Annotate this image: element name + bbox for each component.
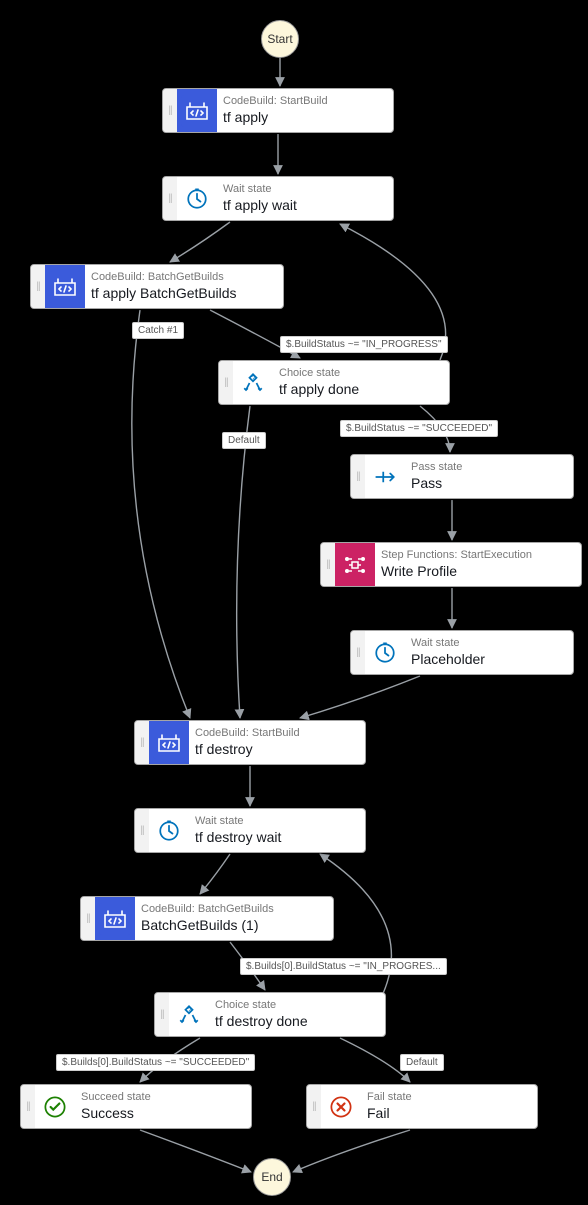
codebuild-icon xyxy=(95,897,135,940)
node-type: Succeed state xyxy=(81,1091,241,1104)
stepfn-icon xyxy=(335,543,375,586)
node-title: tf apply done xyxy=(279,380,439,398)
node-title: tf destroy done xyxy=(215,1012,375,1030)
node-title: BatchGetBuilds (1) xyxy=(141,916,323,934)
node-type: CodeBuild: BatchGetBuilds xyxy=(141,903,323,916)
node-title: tf apply wait xyxy=(223,196,383,214)
state-node-n11[interactable]: Choice statetf destroy done xyxy=(154,992,386,1037)
drag-handle[interactable] xyxy=(135,721,149,764)
edge-label: Default xyxy=(222,432,266,449)
choice-icon xyxy=(233,361,273,404)
drag-handle[interactable] xyxy=(219,361,233,404)
wait-icon xyxy=(177,177,217,220)
node-title: tf apply BatchGetBuilds xyxy=(91,284,273,302)
start-terminal: Start xyxy=(261,20,299,58)
edge-label: $.Builds[0].BuildStatus ~= "IN_PROGRES..… xyxy=(240,958,447,975)
node-title: tf destroy wait xyxy=(195,828,355,846)
edge-label: $.BuildStatus ~= "SUCCEEDED" xyxy=(340,420,498,437)
drag-handle[interactable] xyxy=(163,177,177,220)
state-node-n3[interactable]: CodeBuild: BatchGetBuildstf apply BatchG… xyxy=(30,264,284,309)
edge-label: Catch #1 xyxy=(132,322,184,339)
start-label: Start xyxy=(267,32,292,46)
node-title: Success xyxy=(81,1104,241,1122)
state-node-n12[interactable]: Succeed stateSuccess xyxy=(20,1084,252,1129)
edge-label: Default xyxy=(400,1054,444,1071)
state-node-n4[interactable]: Choice statetf apply done xyxy=(218,360,450,405)
drag-handle[interactable] xyxy=(163,89,177,132)
drag-handle[interactable] xyxy=(81,897,95,940)
state-node-n13[interactable]: Fail stateFail xyxy=(306,1084,538,1129)
end-label: End xyxy=(261,1170,282,1184)
state-node-n5[interactable]: Pass statePass xyxy=(350,454,574,499)
state-node-n10[interactable]: CodeBuild: BatchGetBuildsBatchGetBuilds … xyxy=(80,896,334,941)
node-type: Pass state xyxy=(411,461,563,474)
state-node-n2[interactable]: Wait statetf apply wait xyxy=(162,176,394,221)
node-title: tf destroy xyxy=(195,740,355,758)
state-node-n1[interactable]: CodeBuild: StartBuildtf apply xyxy=(162,88,394,133)
state-node-n9[interactable]: Wait statetf destroy wait xyxy=(134,808,366,853)
choice-icon xyxy=(169,993,209,1036)
end-terminal: End xyxy=(253,1158,291,1196)
node-type: Wait state xyxy=(223,183,383,196)
drag-handle[interactable] xyxy=(321,543,335,586)
node-title: Pass xyxy=(411,474,563,492)
codebuild-icon xyxy=(149,721,189,764)
state-node-n8[interactable]: CodeBuild: StartBuildtf destroy xyxy=(134,720,366,765)
state-node-n7[interactable]: Wait statePlaceholder xyxy=(350,630,574,675)
succeed-icon xyxy=(35,1085,75,1128)
state-node-n6[interactable]: Step Functions: StartExecutionWrite Prof… xyxy=(320,542,582,587)
node-type: CodeBuild: StartBuild xyxy=(223,95,383,108)
edge-label: $.BuildStatus ~= "IN_PROGRESS" xyxy=(280,336,448,353)
drag-handle[interactable] xyxy=(135,809,149,852)
drag-handle[interactable] xyxy=(351,631,365,674)
wait-icon xyxy=(365,631,405,674)
node-type: Fail state xyxy=(367,1091,527,1104)
codebuild-icon xyxy=(45,265,85,308)
node-title: tf apply xyxy=(223,108,383,126)
node-type: CodeBuild: StartBuild xyxy=(195,727,355,740)
edge-label: $.Builds[0].BuildStatus ~= "SUCCEEDED" xyxy=(56,1054,255,1071)
fail-icon xyxy=(321,1085,361,1128)
node-type: Choice state xyxy=(279,367,439,380)
drag-handle[interactable] xyxy=(307,1085,321,1128)
node-title: Write Profile xyxy=(381,562,571,580)
node-title: Placeholder xyxy=(411,650,563,668)
pass-icon xyxy=(365,455,405,498)
node-type: Wait state xyxy=(195,815,355,828)
node-type: Choice state xyxy=(215,999,375,1012)
codebuild-icon xyxy=(177,89,217,132)
drag-handle[interactable] xyxy=(351,455,365,498)
drag-handle[interactable] xyxy=(155,993,169,1036)
node-type: Wait state xyxy=(411,637,563,650)
node-title: Fail xyxy=(367,1104,527,1122)
node-type: CodeBuild: BatchGetBuilds xyxy=(91,271,273,284)
wait-icon xyxy=(149,809,189,852)
node-type: Step Functions: StartExecution xyxy=(381,549,571,562)
drag-handle[interactable] xyxy=(31,265,45,308)
drag-handle[interactable] xyxy=(21,1085,35,1128)
